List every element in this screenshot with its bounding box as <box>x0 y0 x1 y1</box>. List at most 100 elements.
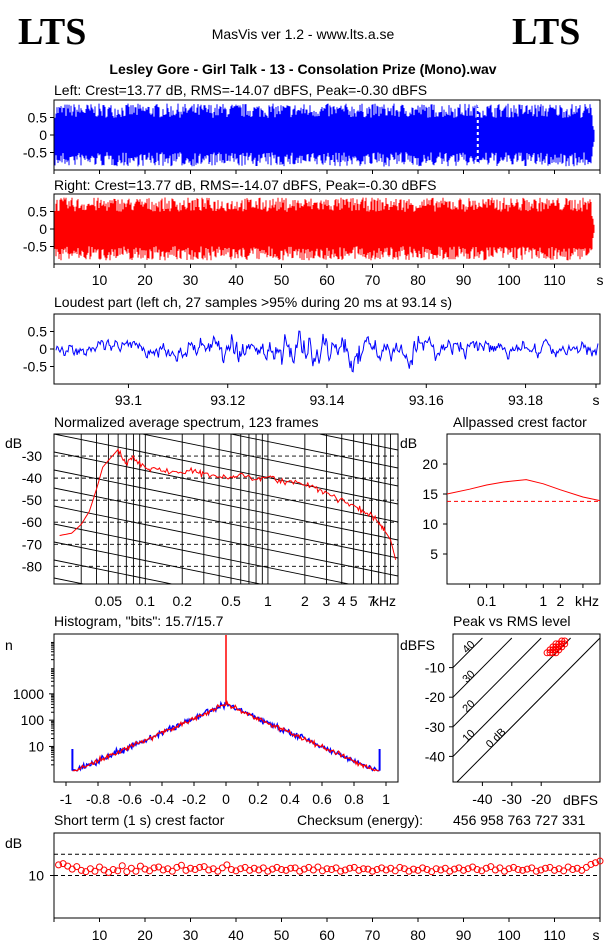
right-xtick-label: 90 <box>456 272 472 288</box>
crest-point <box>369 867 376 875</box>
crest-point <box>405 867 413 875</box>
allpass-ytick-label: 15 <box>422 486 438 502</box>
crest-point <box>332 864 340 872</box>
allpass-curve <box>446 479 601 502</box>
allpass-xtick-label: kHz <box>575 593 599 609</box>
right-xtick-label: 30 <box>183 272 199 288</box>
histogram-xtick-label: -0.8 <box>86 791 110 807</box>
checksum-value: 456 958 763 727 331 <box>453 812 586 828</box>
crest-point <box>364 865 372 873</box>
left-waveform <box>54 103 595 167</box>
peak-rms-ytick-label: -10 <box>425 660 445 676</box>
peak-rms-xlabel: dBFS <box>563 792 598 808</box>
crest-point <box>268 865 276 873</box>
histogram-left-curve <box>71 700 381 772</box>
peak-rms-diagonal-label: 0 dB <box>484 726 508 750</box>
histogram-ytick-label: 10 <box>28 738 44 754</box>
crest-point <box>514 866 522 874</box>
right-xtick-label: 60 <box>319 272 335 288</box>
loudest-part-title: Loudest part (left ch, 27 samples >95% d… <box>54 294 452 310</box>
crest-point <box>510 863 518 871</box>
histogram-xtick-label: 1 <box>382 791 390 807</box>
histogram-xtick-label: -1 <box>60 791 73 807</box>
peak-rms-diagonal <box>453 637 542 728</box>
left-ytick-label: 0.5 <box>28 110 48 126</box>
loudest-xtick-label: s <box>593 392 600 408</box>
allpass-ylabel: dB <box>400 435 417 451</box>
crest-point <box>460 866 467 874</box>
peak-rms-xtick-label: -40 <box>472 791 492 807</box>
right-xtick-label: 80 <box>410 272 426 288</box>
crest-point <box>91 867 99 875</box>
spectrum-xtick-label: kHz <box>372 593 396 609</box>
crest-point <box>273 863 281 871</box>
spectrum-xtick-label: 7 <box>368 593 376 609</box>
spectrum-slope-line <box>54 505 398 577</box>
crest-point <box>323 865 331 873</box>
crest-point <box>569 866 577 874</box>
crest-point <box>191 866 199 874</box>
crest-point <box>205 866 213 874</box>
crest-point <box>378 864 386 872</box>
loudest-waveform <box>55 330 599 373</box>
histogram-title: Histogram, "bits": 15.7/15.7 <box>54 613 224 629</box>
right-xtick-label: 40 <box>228 272 244 288</box>
right-xtick-label: s <box>597 272 604 288</box>
spectrum-ytick-label: -60 <box>22 514 42 530</box>
peak-rms-diagonal-label: 40 <box>460 639 477 656</box>
histogram-xtick-label: 0.4 <box>280 791 300 807</box>
checksum-label: Checksum (energy): <box>297 812 423 828</box>
right-ytick-label: -0.5 <box>23 239 47 255</box>
crest-point <box>318 867 326 875</box>
crest-point <box>541 864 549 872</box>
crest-point <box>227 866 235 874</box>
crest-xtick-label: 110 <box>543 927 566 943</box>
crest-point <box>591 859 599 867</box>
loudest-xtick-label: 93.16 <box>409 392 444 408</box>
crest-point <box>300 865 308 873</box>
left-ytick-label: 0 <box>39 127 47 143</box>
right-waveform <box>54 197 595 261</box>
crest-point <box>423 866 431 874</box>
peak-rms-diagonal <box>456 637 600 782</box>
peak-rms-xtick-label: -30 <box>502 791 522 807</box>
crest-point <box>523 865 531 873</box>
peak-rms-point <box>552 649 560 657</box>
crest-point <box>246 866 254 874</box>
crest-point <box>73 863 81 871</box>
spectrum-xtick-label: 5 <box>350 593 358 609</box>
crest-point <box>177 861 185 869</box>
spectrum-xtick-label: 1 <box>264 593 272 609</box>
crest-point <box>259 864 267 872</box>
histogram-ytick-label: 1000 <box>13 686 44 702</box>
spectrum-ytick-label: -70 <box>22 536 42 552</box>
allpass-xtick-label: 2 <box>556 593 564 609</box>
crest-point <box>200 863 208 871</box>
crest-point <box>168 867 176 875</box>
histogram-xtick-label: -0.6 <box>118 791 142 807</box>
crest-point <box>473 866 481 874</box>
loudest-xtick-label: 93.14 <box>309 392 344 408</box>
crest-point <box>159 866 167 874</box>
crest-point <box>287 864 295 872</box>
crest-point <box>255 866 263 874</box>
crest-ylabel: dB <box>5 835 22 851</box>
crest-xtick-label: 40 <box>228 927 244 943</box>
peak-rms-ytick-label: -40 <box>425 748 445 764</box>
right-ytick-label: 0.5 <box>28 204 48 220</box>
allpass-xtick-label: 0.1 <box>477 593 497 609</box>
crest-point <box>150 864 158 872</box>
crest-point <box>114 867 122 875</box>
crest-point <box>341 866 349 874</box>
loudest-ytick-label: -0.5 <box>23 359 47 375</box>
histogram-ytick-label: 100 <box>21 712 45 728</box>
crest-point <box>214 867 222 875</box>
crest-point <box>464 865 472 873</box>
crest-point <box>141 865 149 873</box>
file-title: Lesley Gore - Girl Talk - 13 - Consolati… <box>109 61 496 77</box>
crest-ytick-label: 10 <box>28 868 44 884</box>
spectrum-frame <box>53 433 399 585</box>
peak-rms-ytick-label: -30 <box>425 719 445 735</box>
